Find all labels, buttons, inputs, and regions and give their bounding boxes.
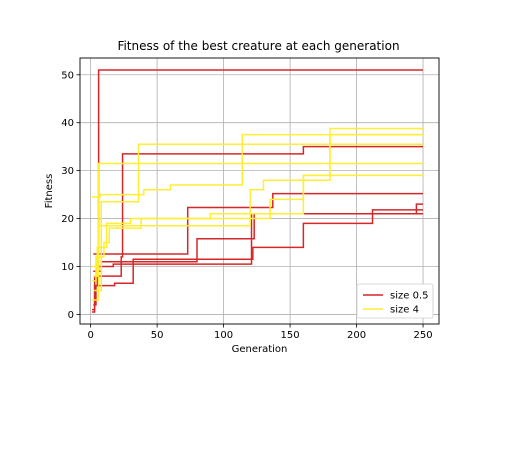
plot-frame bbox=[79, 57, 440, 325]
x-tick-label: 0 bbox=[87, 330, 93, 341]
legend-label-size-05: size 0.5 bbox=[390, 291, 428, 302]
series-line-size-4-6 bbox=[91, 133, 424, 198]
series-line-size-4-8 bbox=[93, 143, 424, 292]
x-tick-label: 100 bbox=[214, 330, 233, 341]
legend-label-size-4: size 4 bbox=[390, 305, 419, 316]
legend: size 0.5 size 4 bbox=[356, 283, 434, 319]
y-axis-label: Fitness bbox=[44, 174, 55, 209]
x-tick-label: 50 bbox=[151, 330, 164, 341]
series-line-size-05-1 bbox=[91, 145, 424, 311]
y-tick-label: 20 bbox=[61, 214, 74, 225]
y-tick-label: 40 bbox=[61, 118, 74, 129]
y-tick-label: 0 bbox=[68, 310, 74, 321]
y-tick-label: 10 bbox=[61, 262, 74, 273]
chart-title: Fitness of the best creature at each gen… bbox=[117, 39, 399, 53]
x-axis-label: Generation bbox=[232, 344, 288, 355]
axis-ticks: 0 50 100 150 200 250 0 10 20 30 40 50 bbox=[61, 70, 432, 341]
series-line-size-05-3 bbox=[93, 192, 424, 255]
series-layer bbox=[91, 69, 424, 313]
x-tick-label: 250 bbox=[413, 330, 432, 341]
series-line-size-4-11 bbox=[91, 174, 424, 268]
series-line-size-05-5 bbox=[93, 213, 424, 273]
series-line-size-4-7 bbox=[91, 162, 424, 301]
x-tick-label: 150 bbox=[281, 330, 300, 341]
series-line-size-05-0 bbox=[91, 69, 424, 313]
y-tick-label: 50 bbox=[61, 70, 74, 81]
y-tick-label: 30 bbox=[61, 166, 74, 177]
x-tick-label: 200 bbox=[347, 330, 366, 341]
